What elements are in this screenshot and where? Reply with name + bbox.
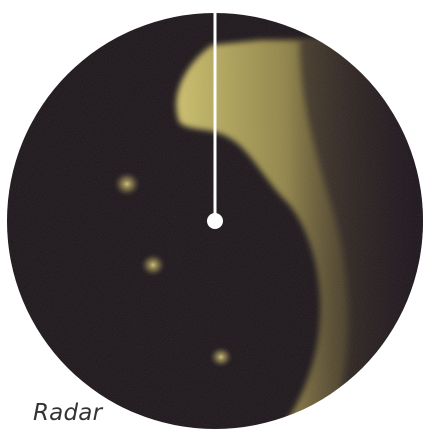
center-dot	[207, 213, 223, 229]
radar-label: Radar	[33, 400, 103, 426]
